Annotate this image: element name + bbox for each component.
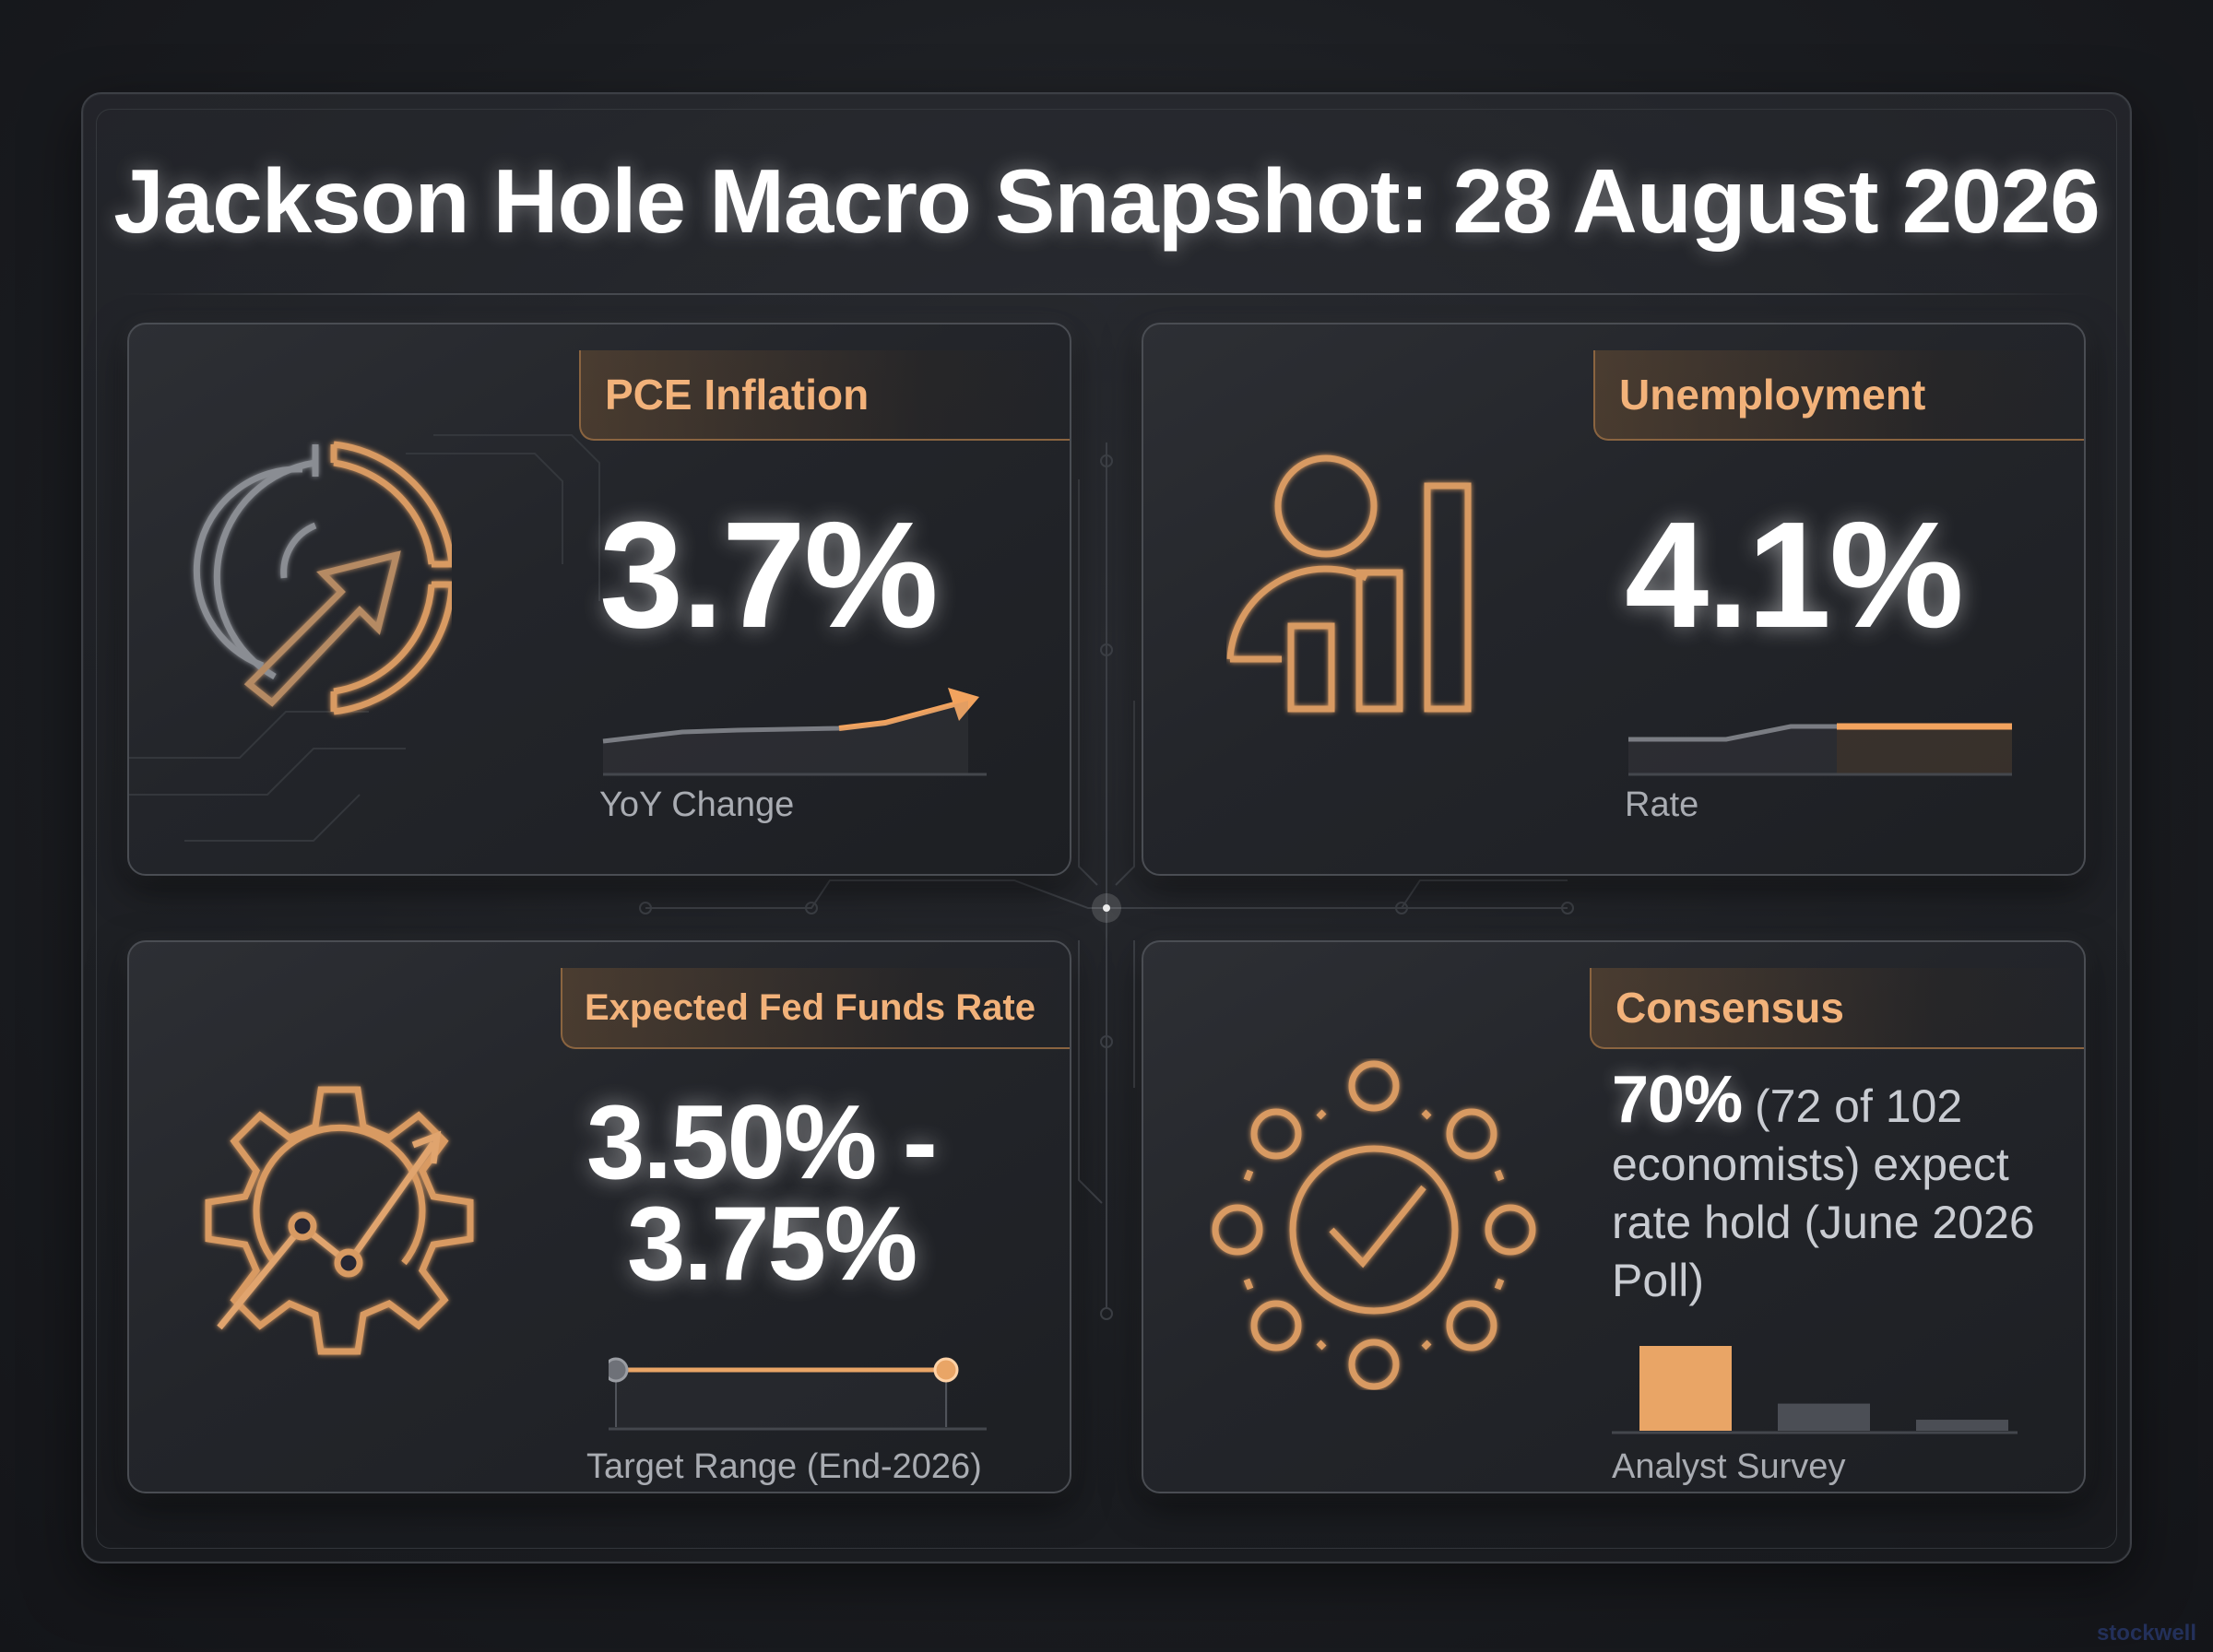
gauge-arrow-icon	[184, 426, 456, 735]
survey-bar	[1639, 1346, 1732, 1431]
gear-trend-icon	[192, 1079, 487, 1378]
consensus-label-text: Consensus	[1615, 984, 1844, 1032]
pce-trend-line	[602, 688, 987, 776]
fed-funds-range-line	[609, 1357, 987, 1431]
unemployment-caption: Rate	[1625, 785, 1699, 824]
page-title: Jackson Hole Macro Snapshot: 28 August 2…	[113, 150, 2101, 252]
consensus-label: Consensus	[1590, 968, 2084, 1049]
pce-inflation-label: PCE Inflation	[579, 350, 1070, 441]
pce-inflation-caption: YoY Change	[599, 785, 795, 824]
unemployment-value: 4.1%	[1625, 490, 1964, 659]
pce-inflation-value: 3.7%	[599, 490, 939, 659]
group-checkmark-icon	[1210, 1058, 1542, 1395]
unemployment-label: Unemployment	[1593, 350, 2084, 441]
pce-inflation-card: PCE Inflation 3.7% YoY Change	[127, 323, 1071, 876]
pce-inflation-label-text: PCE Inflation	[605, 371, 870, 419]
fed-funds-label-text: Expected Fed Funds Rate	[585, 986, 1035, 1028]
survey-bar	[1778, 1403, 1870, 1431]
title-divider	[120, 293, 2093, 295]
analyst-survey-bars	[1612, 1346, 2018, 1434]
consensus-percentage: 70%	[1612, 1063, 1743, 1137]
consensus-detail: (72 of 102 economists) expect rate hold …	[1612, 1080, 2035, 1306]
card-circuit-traces	[129, 434, 600, 842]
unemployment-trend-line	[1628, 723, 2012, 776]
consensus-card: Consensus 70% (72 of 102 economists) exp…	[1142, 940, 2086, 1493]
dashboard-inner-frame	[96, 109, 2117, 1549]
person-bar-chart-icon	[1226, 449, 1531, 730]
fed-funds-value-line1: 3.50% -	[586, 1084, 938, 1201]
fed-funds-label: Expected Fed Funds Rate	[561, 968, 1070, 1049]
watermark: stockwell	[2096, 1621, 2196, 1646]
unemployment-card: Unemployment 4.1% Rate	[1142, 323, 2086, 876]
unemployment-label-text: Unemployment	[1619, 371, 1926, 419]
consensus-caption: Analyst Survey	[1612, 1447, 1846, 1486]
fed-funds-rate-card: Expected Fed Funds Rate 3.50% - 3.75% Ta…	[127, 940, 1071, 1493]
fed-funds-caption: Target Range (End-2026)	[586, 1447, 982, 1486]
fed-funds-value-line2: 3.75%	[627, 1186, 917, 1303]
consensus-description: 70% (72 of 102 economists) expect rate h…	[1612, 1067, 2054, 1310]
survey-bar	[1916, 1420, 2008, 1431]
